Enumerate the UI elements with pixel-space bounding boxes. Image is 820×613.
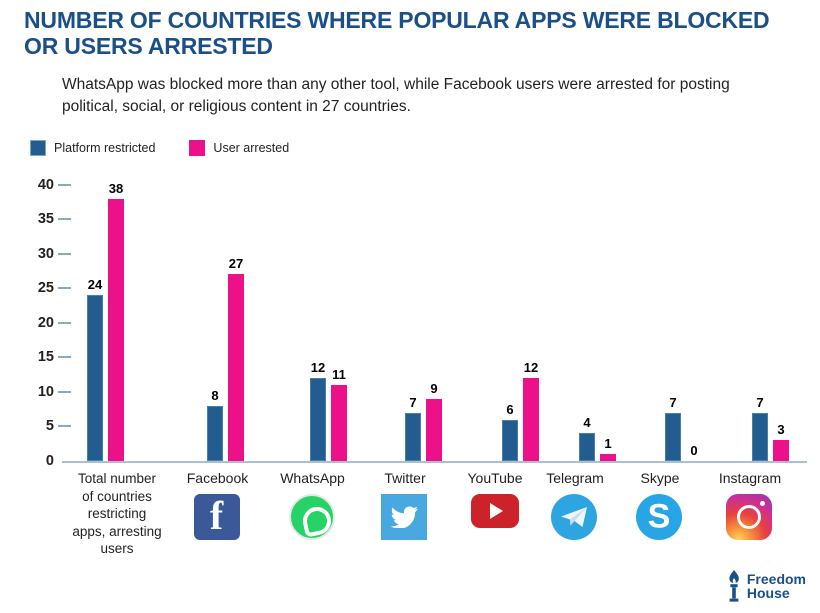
y-axis-tick-label: 25 — [37, 280, 54, 297]
category-7: Skype — [615, 470, 705, 542]
torch-icon — [726, 569, 742, 603]
bar-groups: 24 38 8 27 12 11 7 9 6 12 4 1 7 0 7 3 — [62, 175, 810, 463]
logo-line-2: House — [746, 585, 790, 601]
telegram-icon — [551, 493, 599, 542]
bar-blue — [502, 419, 518, 461]
y-axis-tick — [58, 287, 71, 290]
bar-group: 6 12 — [502, 175, 540, 461]
bar-value-label: 12 — [310, 360, 326, 376]
category-label: Twitter — [384, 470, 426, 486]
bar-chart-plot: 0 5 10 15 20 25 30 35 40 24 38 8 27 12 11 7 9 6 12 4 1 7 0 7 3 — [0, 175, 820, 475]
legend-label: Platform restricted — [54, 141, 156, 155]
bar-value-label: 0 — [690, 443, 698, 458]
bar-group: 24 38 — [87, 175, 125, 461]
y-axis-tick-label: 0 — [45, 453, 54, 469]
bar-pink — [600, 454, 616, 461]
bar-value-label: 24 — [87, 277, 103, 293]
bar-blue — [579, 433, 595, 461]
category-label: Total number of countries restricting apps,… — [72, 471, 162, 557]
bar-value-label: 4 — [583, 415, 591, 431]
category-label: YouTube — [467, 470, 523, 486]
bar-pink — [331, 385, 347, 461]
page-title: NUMBER OF COUNTRIES WHERE POPULAR APPS W… — [24, 7, 770, 59]
whatsapp-icon — [288, 493, 337, 542]
bar-value-label: 7 — [669, 394, 677, 410]
skype-icon — [636, 493, 684, 542]
category-label: Instagram — [718, 470, 782, 486]
subtitle-text: WhatsApp was blocked more than any other… — [62, 76, 730, 116]
bar-value-label: 9 — [430, 380, 438, 396]
y-axis-tick — [58, 321, 71, 324]
category-4: Twitter — [360, 470, 450, 542]
x-axis-baseline — [62, 461, 807, 463]
bar-pink — [108, 198, 124, 461]
y-axis-tick — [58, 390, 71, 393]
category-1: Total number of countries restricting apps,… — [62, 470, 172, 558]
bar-pink — [523, 378, 539, 461]
instagram-icon — [726, 493, 774, 542]
bar-blue — [405, 412, 421, 461]
bar-blue — [87, 295, 103, 461]
bar-value-label: 1 — [604, 436, 612, 452]
y-axis-tick — [58, 356, 71, 359]
y-axis-tick-label: 35 — [37, 211, 54, 228]
bar-blue — [310, 378, 326, 461]
bar-blue — [665, 412, 681, 461]
bar-value-label: 3 — [777, 422, 785, 438]
bar-blue — [752, 412, 768, 461]
bar-value-label: 7 — [756, 394, 764, 410]
legend-label: User arrested — [213, 141, 290, 155]
bar-group: 12 11 — [310, 175, 348, 461]
bar-pink — [773, 440, 789, 461]
category-5: YouTube — [450, 470, 540, 542]
category-label: WhatsApp — [280, 470, 345, 486]
y-axis-tick-label: 10 — [37, 383, 54, 400]
logo-line-1: Freedom — [746, 570, 806, 587]
category-label: Telegram — [546, 470, 604, 486]
y-axis-tick-label: 15 — [37, 349, 54, 366]
category-axis: Total number of countries restricting apps,… — [0, 470, 820, 580]
legend-swatch-icon — [189, 140, 206, 156]
y-axis-tick — [58, 425, 71, 428]
category-2: Facebook — [170, 470, 265, 542]
bar-group: 8 27 — [207, 175, 245, 461]
y-axis: 0 5 10 15 20 25 30 35 40 — [10, 175, 54, 469]
y-axis-tick — [58, 183, 71, 186]
facebook-icon — [193, 493, 242, 542]
bar-blue — [207, 405, 223, 461]
bar-pink — [426, 398, 442, 461]
bar-pink — [228, 274, 244, 461]
bar-value-label: 7 — [409, 394, 417, 410]
legend-item-user-arrested: User arrested — [189, 140, 289, 156]
twitter-icon — [381, 493, 429, 542]
legend-swatch-icon — [30, 140, 46, 156]
freedom-house-logo: Freedom House — [726, 569, 806, 603]
legend-item-platform-restricted: Platform restricted — [30, 140, 155, 156]
y-axis-tick-label: 5 — [45, 418, 54, 435]
y-axis-tick — [58, 218, 71, 221]
category-6: Telegram — [530, 470, 620, 542]
bar-value-label: 11 — [332, 367, 346, 383]
bar-value-label: 6 — [506, 401, 514, 417]
bar-value-label: 8 — [211, 387, 219, 403]
logo-text: Freedom House — [747, 572, 806, 601]
y-axis-tick-label: 20 — [37, 314, 54, 331]
chart-legend: Platform restricted User arrested — [30, 140, 323, 156]
y-axis-tick-label: 40 — [37, 176, 54, 193]
bar-value-label: 27 — [228, 256, 244, 272]
y-axis-tick — [58, 252, 71, 255]
category-label: Facebook — [186, 470, 249, 486]
category-8: Instagram — [700, 470, 800, 542]
category-label: Skype — [640, 470, 680, 486]
category-3: WhatsApp — [265, 470, 360, 542]
y-axis-tick-label: 30 — [37, 245, 54, 262]
bar-value-label: 12 — [523, 360, 539, 376]
bar-value-label: 38 — [108, 180, 124, 196]
youtube-icon — [471, 493, 519, 542]
